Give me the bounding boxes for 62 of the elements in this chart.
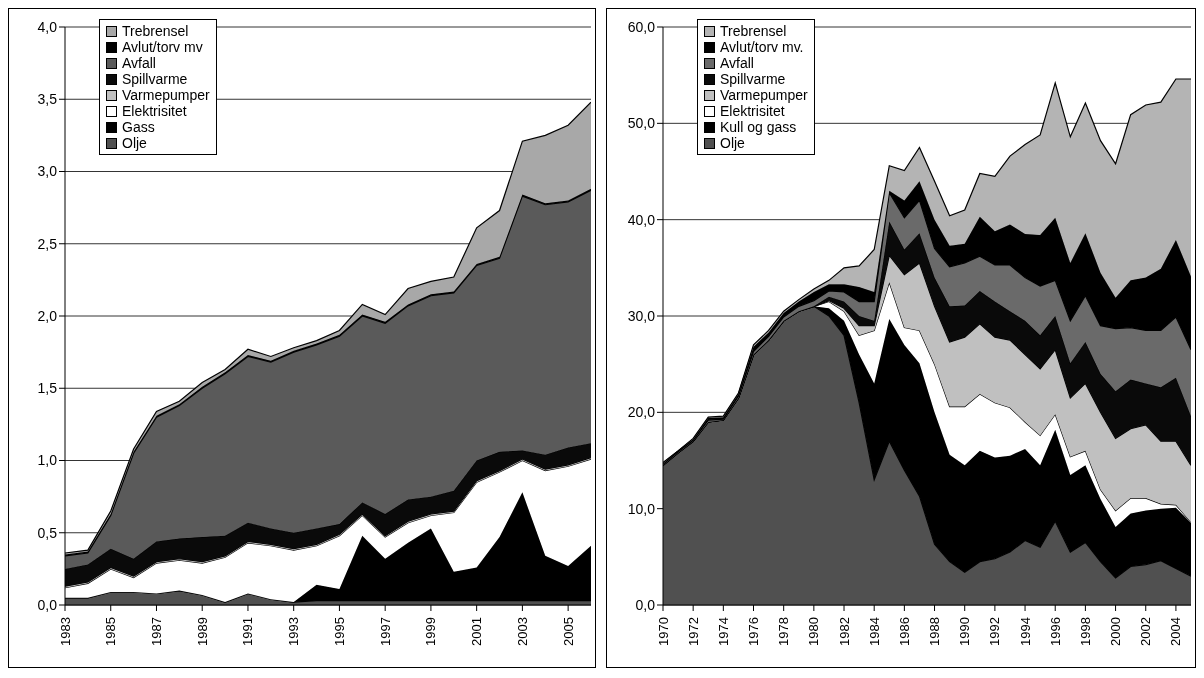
x-tick-label: 1993 xyxy=(286,617,302,646)
x-tick-label: 1986 xyxy=(896,617,912,646)
legend-label: Kull og gass xyxy=(720,119,797,135)
x-tick-label: 1991 xyxy=(240,617,256,646)
x-tick-label: 1994 xyxy=(1017,617,1033,646)
legend-label: Varmepumper xyxy=(720,87,808,103)
x-tick-label: 1995 xyxy=(331,617,347,646)
legend-label: Varmepumper xyxy=(122,87,210,103)
x-tick-label: 1983 xyxy=(57,617,73,646)
x-tick-label: 1970 xyxy=(655,617,671,646)
x-tick-label: 2002 xyxy=(1138,617,1154,646)
x-tick-label: 1978 xyxy=(776,617,792,646)
y-tick-label: 30,0 xyxy=(627,307,656,324)
y-tick-label: 1,5 xyxy=(37,380,58,397)
x-tick-label: 1982 xyxy=(836,617,852,646)
y-tick-label: 1,0 xyxy=(37,452,58,469)
x-tick-label: 2001 xyxy=(469,617,485,646)
legend-label: Gass xyxy=(122,119,155,135)
x-tick-label: 1992 xyxy=(987,617,1003,646)
x-tick-label: 1997 xyxy=(377,617,393,646)
y-tick-label: 2,0 xyxy=(37,307,58,324)
y-tick-label: 60,0 xyxy=(627,18,656,35)
y-tick-label: 40,0 xyxy=(627,211,656,228)
x-tick-label: 1998 xyxy=(1077,617,1093,646)
x-tick-label: 2005 xyxy=(560,617,576,646)
x-tick-label: 2000 xyxy=(1108,617,1124,646)
legend-label: Trebrensel xyxy=(720,23,787,39)
legend-label: Trebrensel xyxy=(122,23,189,39)
x-tick-label: 1987 xyxy=(148,617,164,646)
legend-label: Spillvarme xyxy=(720,71,786,87)
x-tick-label: 1988 xyxy=(927,617,943,646)
legend-label: Elektrisitet xyxy=(720,103,785,119)
legend-label: Avlut/torv mv. xyxy=(720,39,804,55)
x-tick-label: 1984 xyxy=(866,617,882,646)
x-tick-label: 1972 xyxy=(685,617,701,646)
y-tick-label: 20,0 xyxy=(627,404,656,421)
legend-label: Avfall xyxy=(720,55,754,71)
x-tick-label: 1989 xyxy=(194,617,210,646)
y-tick-label: 2,5 xyxy=(37,235,58,252)
y-tick-label: 10,0 xyxy=(627,500,656,517)
x-tick-label: 1999 xyxy=(423,617,439,646)
x-tick-label: 1974 xyxy=(715,617,731,646)
y-tick-label: 0,5 xyxy=(37,524,58,541)
x-tick-label: 2003 xyxy=(514,617,530,646)
x-tick-label: 1976 xyxy=(746,617,762,646)
x-tick-label: 1996 xyxy=(1047,617,1063,646)
x-tick-label: 1980 xyxy=(806,617,822,646)
legend-label: Elektrisitet xyxy=(122,103,187,119)
y-tick-label: 3,0 xyxy=(37,163,58,180)
x-tick-label: 2004 xyxy=(1168,617,1184,646)
legend-label: Avlut/torv mv xyxy=(122,39,203,55)
x-tick-label: 1990 xyxy=(957,617,973,646)
legend-label: Avfall xyxy=(122,55,156,71)
y-tick-label: 50,0 xyxy=(627,115,656,132)
x-tick-label: 1985 xyxy=(103,617,119,646)
legend-label: Olje xyxy=(122,135,147,151)
legend-label: Olje xyxy=(720,135,745,151)
y-tick-label: 0,0 xyxy=(37,596,58,613)
legend-label: Spillvarme xyxy=(122,71,188,87)
y-tick-label: 4,0 xyxy=(37,18,58,35)
y-tick-label: 3,5 xyxy=(37,91,58,108)
y-tick-label: 0,0 xyxy=(635,596,656,613)
